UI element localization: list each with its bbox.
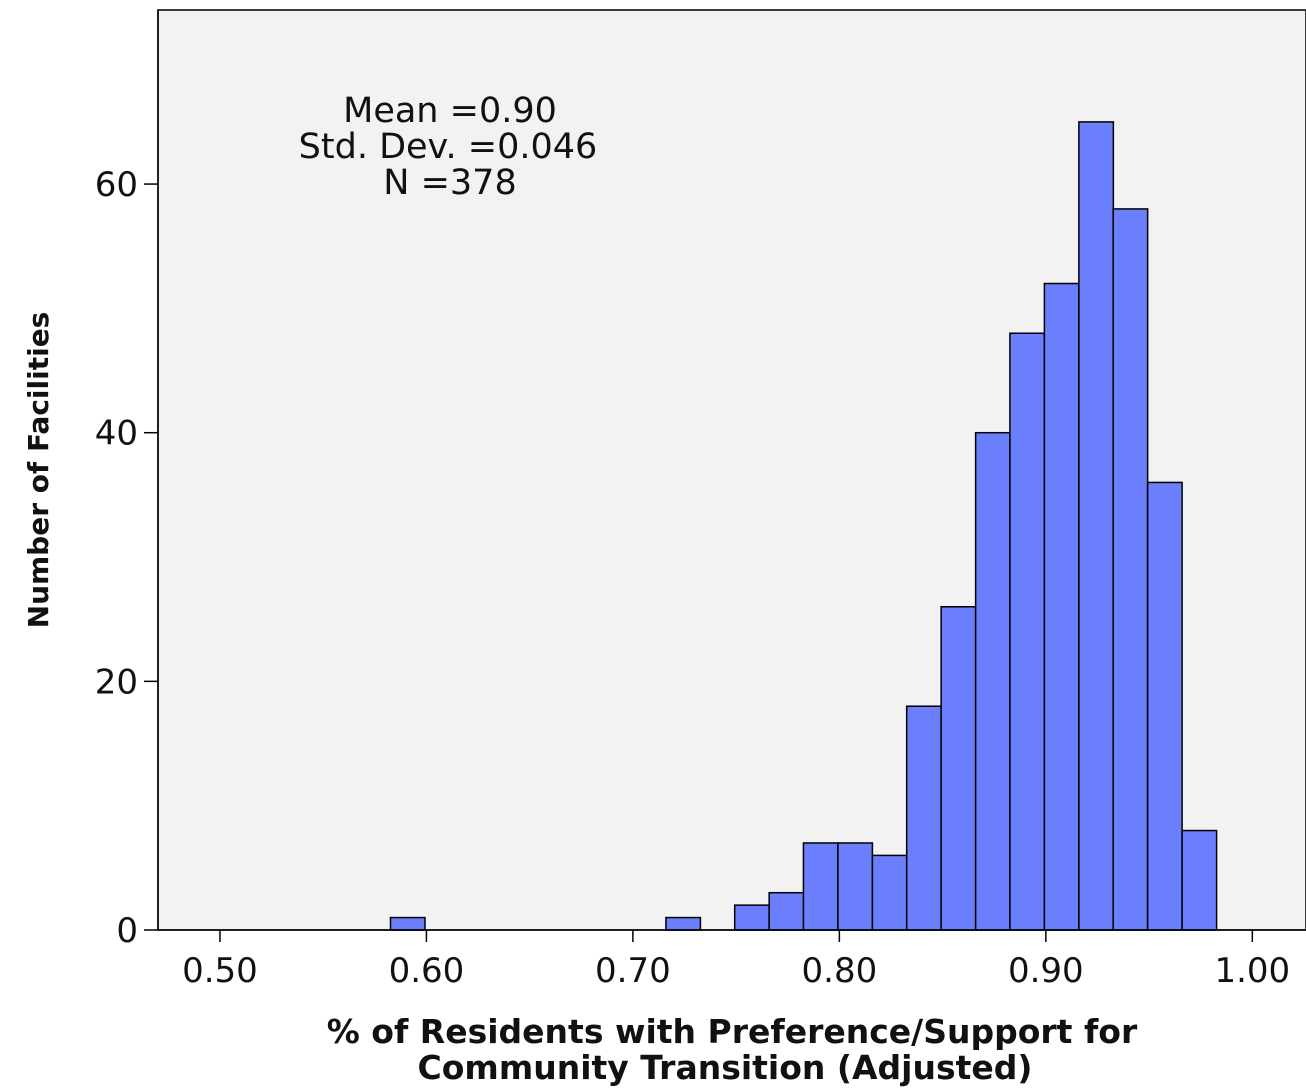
x-tick-label: 1.00	[1214, 951, 1290, 991]
x-tick-label: 0.60	[389, 951, 465, 991]
histogram-bar	[1043, 282, 1080, 931]
stat-std-dev: Std. Dev. =0.046	[299, 127, 598, 167]
y-tick-label: 0	[116, 911, 138, 951]
histogram-bar	[768, 891, 805, 931]
y-axis-label: Number of Facilities	[22, 312, 55, 629]
y-tick-label: 40	[95, 414, 138, 454]
histogram-bar	[905, 705, 942, 931]
histogram-bar	[665, 916, 702, 931]
x-tick-label: 0.80	[802, 951, 878, 991]
histogram-bar	[871, 854, 908, 931]
x-tick-label: 0.50	[182, 951, 258, 991]
y-tick-label: 60	[95, 165, 138, 205]
histogram-bar	[389, 916, 426, 931]
x-tick-label: 0.70	[595, 951, 671, 991]
histogram-bar	[1181, 829, 1218, 931]
x-tick-label: 0.90	[1008, 951, 1084, 991]
histogram-bar	[940, 606, 977, 931]
histogram-bar	[974, 431, 1011, 931]
x-axis-label-line-2: Community Transition (Adjusted)	[418, 1048, 1033, 1087]
stat-n: N =378	[383, 163, 516, 203]
histogram-bar	[802, 842, 839, 931]
x-axis-label-line-1: % of Residents with Preference/Support f…	[327, 1012, 1138, 1051]
y-axis: 0 20 40 60	[95, 10, 159, 951]
histogram-bar	[1009, 332, 1046, 931]
y-tick-label: 20	[95, 662, 138, 702]
histogram-bar	[1112, 208, 1149, 931]
histogram-bar	[1078, 121, 1115, 931]
x-axis: 0.50 0.60 0.70 0.80 0.90 1.00	[158, 929, 1306, 991]
histogram-bar	[1146, 481, 1183, 931]
histogram-bar	[837, 842, 874, 931]
stat-mean: Mean =0.90	[343, 91, 557, 131]
histogram-bar	[733, 904, 770, 931]
